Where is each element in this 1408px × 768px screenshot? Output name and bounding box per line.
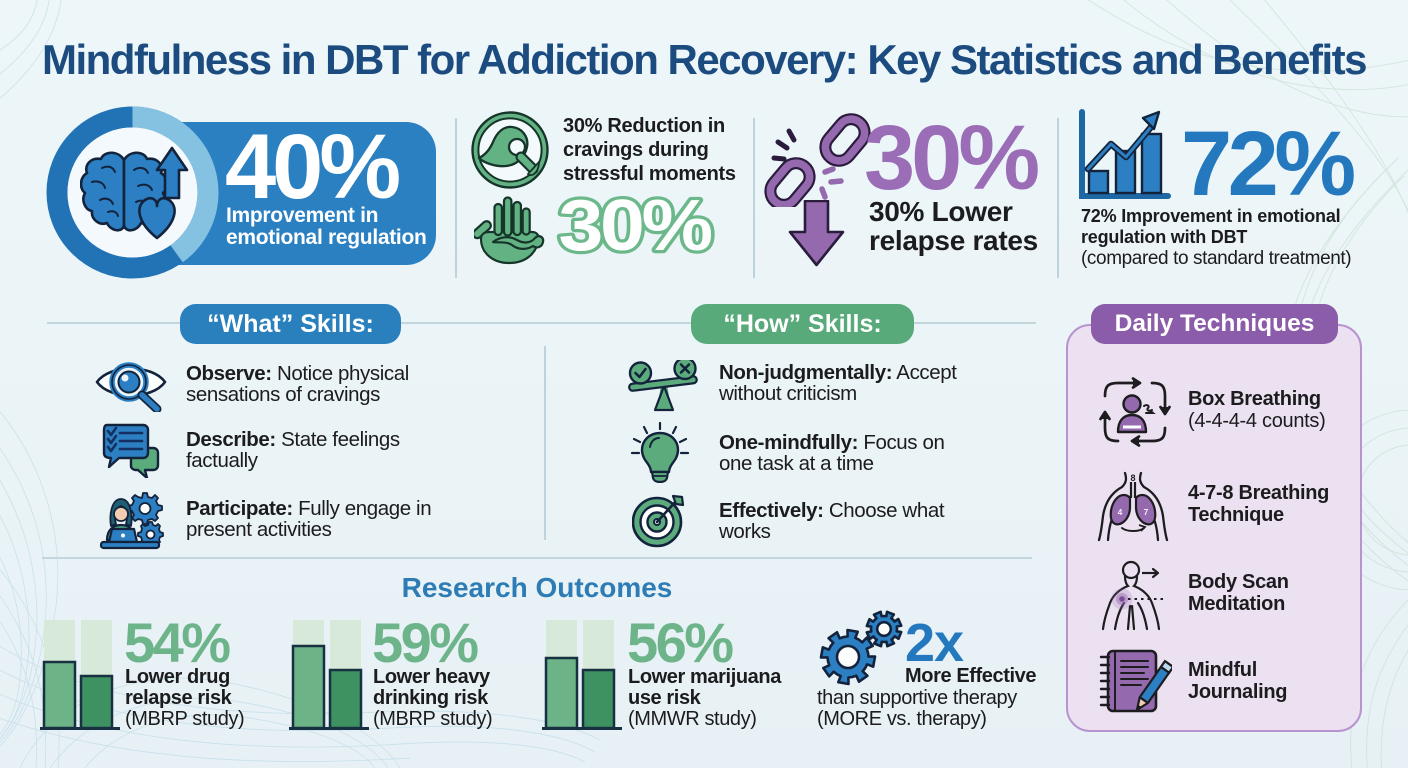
svg-text:30%: 30%: [558, 188, 711, 260]
svg-text:4: 4: [1118, 507, 1123, 517]
svg-text:8: 8: [1130, 473, 1135, 483]
svg-text:7: 7: [1144, 507, 1149, 517]
